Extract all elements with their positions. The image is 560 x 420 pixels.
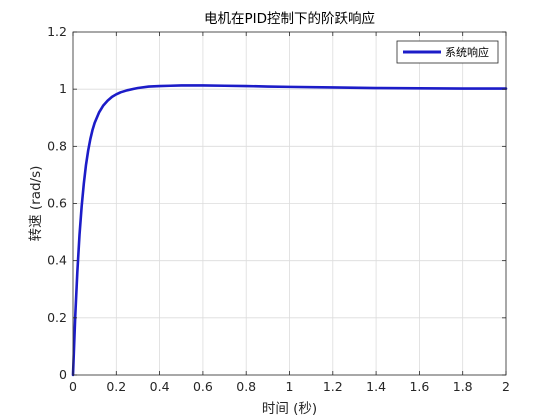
- legend-label: 系统响应: [445, 45, 489, 59]
- x-tick-label: 1.2: [323, 379, 343, 394]
- series-layer: [71, 84, 508, 377]
- x-tick-label: 0.6: [193, 379, 213, 394]
- y-axis-label: 转速 (rad/s): [28, 166, 44, 242]
- x-tick-label: 0.8: [236, 379, 256, 394]
- x-tick-label: 1: [286, 379, 294, 394]
- legend: 系统响应: [396, 40, 499, 64]
- tick-labels: 0 0.2 0.4 0.6 0.8 1 1.2 1.4 1.6 1.8 2 0 0.2 0.4 0.6 0.8…: [47, 24, 510, 394]
- x-tick-label: 1.4: [366, 379, 386, 394]
- y-tick-label: 0.8: [47, 138, 67, 153]
- chart-title: 电机在PID控制下的阶跃响应: [204, 10, 375, 27]
- y-tick-label: 0.6: [47, 196, 67, 211]
- y-tick-label: 0.4: [47, 253, 67, 268]
- x-axis-label: 时间 (秒): [262, 401, 317, 417]
- legend-box: [396, 40, 499, 64]
- y-tick-label: 0.2: [47, 310, 67, 325]
- y-tick-label: 0: [59, 367, 67, 382]
- y-tick-label: 1: [59, 81, 67, 96]
- x-tick-label: 0.2: [106, 379, 126, 394]
- series-line: [71, 84, 508, 377]
- x-tick-label: 0: [69, 379, 77, 394]
- x-tick-label: 0.4: [150, 379, 170, 394]
- x-tick-label: 1.8: [453, 379, 473, 394]
- y-tick-label: 1.2: [47, 24, 67, 39]
- ticks: [72, 31, 507, 376]
- x-tick-label: 1.6: [409, 379, 429, 394]
- x-tick-label: 2: [502, 379, 510, 394]
